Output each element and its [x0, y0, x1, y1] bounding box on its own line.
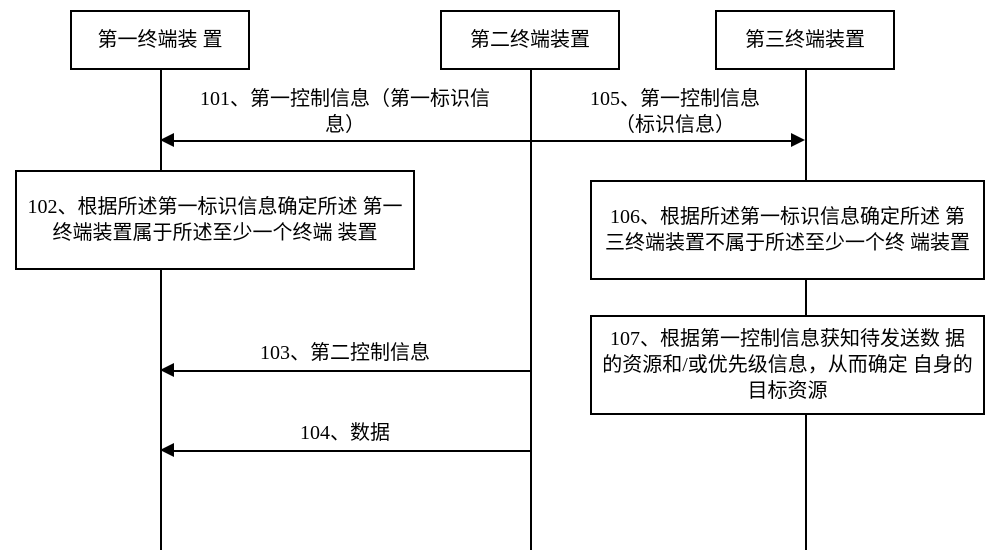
process-102: 102、根据所述第一标识信息确定所述 第一终端装置属于所述至少一个终端 装置 [15, 170, 415, 270]
process-label: 102、根据所述第一标识信息确定所述 第一终端装置属于所述至少一个终端 装置 [27, 194, 403, 246]
message-103-arrowhead [160, 363, 174, 377]
message-105-arrowhead [791, 133, 805, 147]
message-104-arrow [174, 450, 530, 452]
process-107: 107、根据第一控制信息获知待发送数 据的资源和/或优先级信息，从而确定 自身的… [590, 315, 985, 415]
lifeline-3 [805, 70, 807, 550]
actor-label: 第二终端装置 [470, 28, 590, 53]
message-104-label: 104、数据 [265, 420, 425, 446]
message-105-arrow [530, 140, 791, 142]
message-101-label: 101、第一控制信息（第一标识信 息） [180, 86, 510, 138]
actor-terminal-1: 第一终端装 置 [70, 10, 250, 70]
message-103-arrow [174, 370, 530, 372]
message-101-arrow [174, 140, 530, 142]
lifeline-2 [530, 70, 532, 550]
process-label: 107、根据第一控制信息获知待发送数 据的资源和/或优先级信息，从而确定 自身的… [602, 326, 973, 404]
actor-terminal-3: 第三终端装置 [715, 10, 895, 70]
message-105-label: 105、第一控制信息 （标识信息） [570, 86, 780, 138]
actor-label: 第三终端装置 [745, 28, 865, 53]
message-101-arrowhead [160, 133, 174, 147]
actor-terminal-2: 第二终端装置 [440, 10, 620, 70]
message-103-label: 103、第二控制信息 [220, 340, 470, 366]
sequence-diagram: 第一终端装 置 第二终端装置 第三终端装置 101、第一控制信息（第一标识信 息… [0, 0, 1000, 560]
message-104-arrowhead [160, 443, 174, 457]
actor-label: 第一终端装 置 [98, 28, 223, 53]
process-106: 106、根据所述第一标识信息确定所述 第三终端装置不属于所述至少一个终 端装置 [590, 180, 985, 280]
process-label: 106、根据所述第一标识信息确定所述 第三终端装置不属于所述至少一个终 端装置 [602, 204, 973, 256]
